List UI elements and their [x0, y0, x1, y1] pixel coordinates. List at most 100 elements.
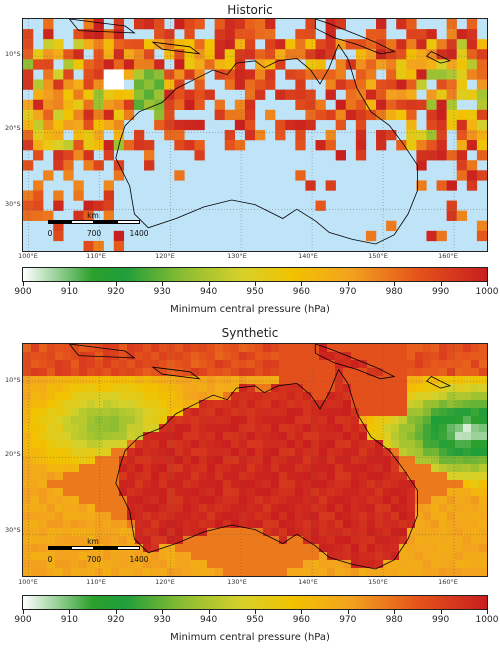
synthetic-cell	[63, 384, 72, 393]
historic-cell	[446, 109, 457, 121]
synthetic-cell	[271, 552, 280, 561]
synthetic-cell	[23, 480, 32, 489]
historic-cell	[184, 39, 195, 50]
synthetic-cell	[63, 528, 72, 537]
historic-cell	[376, 39, 387, 50]
synthetic-cell	[95, 488, 104, 497]
historic-cell	[426, 39, 437, 50]
synthetic-cell	[207, 496, 216, 505]
synthetic-cell	[471, 504, 480, 513]
synthetic-cell	[351, 352, 360, 361]
synthetic-cell	[231, 480, 240, 489]
synthetic-cell	[359, 344, 368, 353]
synthetic-cell	[231, 536, 240, 545]
synthetic-cell	[39, 464, 48, 473]
synthetic-cell	[463, 352, 472, 361]
synthetic-cell	[127, 400, 136, 409]
synthetic-cell	[23, 488, 32, 497]
colorbar-tick-label: 900	[14, 615, 32, 625]
synthetic-cell	[383, 384, 392, 393]
synthetic-cell	[415, 408, 424, 417]
historic-cell	[376, 29, 387, 40]
synthetic-cell	[55, 504, 64, 513]
historic-cell	[476, 129, 487, 141]
historic-cell	[133, 99, 145, 110]
synthetic-cell	[311, 368, 320, 377]
synthetic-cell	[207, 480, 216, 489]
synthetic-cell	[135, 560, 144, 569]
synthetic-cell	[471, 416, 480, 425]
synthetic-cell	[143, 552, 152, 561]
synthetic-cell	[31, 344, 40, 353]
synthetic-cell	[255, 560, 264, 569]
synthetic-lon-110e: 110°E	[86, 578, 106, 586]
synthetic-cell	[127, 352, 136, 361]
historic-cell	[83, 240, 94, 251]
synthetic-cell	[391, 400, 400, 409]
synthetic-cell	[399, 384, 408, 393]
historic-cell	[123, 59, 135, 70]
synthetic-cell	[439, 384, 448, 393]
synthetic-cell	[103, 568, 112, 576]
synthetic-cell	[359, 424, 368, 433]
synthetic-cell	[439, 552, 448, 561]
synthetic-cell	[47, 408, 56, 417]
historic-cell	[103, 89, 114, 100]
historic-cell	[456, 160, 468, 171]
synthetic-cell	[103, 504, 112, 513]
synthetic-cell	[119, 432, 128, 441]
synthetic-cell	[383, 448, 392, 457]
historic-cell	[43, 109, 54, 121]
synthetic-cell	[103, 472, 112, 481]
synthetic-cell	[335, 464, 344, 473]
synthetic-cell	[215, 560, 224, 569]
historic-cell	[345, 89, 357, 100]
synthetic-cell	[39, 432, 48, 441]
synthetic-cell	[223, 552, 232, 561]
synthetic-cell	[383, 392, 392, 401]
synthetic-cell	[191, 432, 200, 441]
synthetic-cell	[471, 368, 480, 377]
synthetic-cell	[167, 528, 176, 537]
synthetic-cell	[399, 504, 408, 513]
synthetic-cell	[423, 544, 432, 553]
colorbar-tickmark	[23, 282, 24, 286]
coastline	[426, 376, 452, 389]
historic-cell	[113, 19, 125, 30]
synthetic-cell	[399, 432, 408, 441]
historic-cell	[103, 210, 114, 221]
historic-cell	[63, 160, 74, 171]
historic-cell	[204, 89, 215, 100]
historic-cell	[275, 39, 286, 50]
synthetic-cell	[463, 552, 472, 561]
synthetic-cell	[39, 512, 48, 521]
historic-cell	[154, 39, 165, 50]
synthetic-cell	[119, 520, 128, 529]
synthetic-cell	[263, 360, 272, 369]
synthetic-cell	[87, 520, 96, 529]
historic-cell	[164, 79, 175, 90]
synthetic-cell	[63, 512, 72, 521]
synthetic-cell	[271, 536, 280, 545]
historic-cell	[315, 109, 326, 121]
historic-cell	[285, 69, 296, 80]
synthetic-cell	[207, 456, 216, 465]
historic-cell	[174, 119, 185, 131]
synthetic-cell	[247, 552, 256, 561]
synthetic-cell	[159, 464, 168, 473]
historic-cell	[154, 19, 165, 30]
historic-cell	[103, 119, 114, 131]
synthetic-cell	[63, 416, 72, 425]
synthetic-cell	[119, 448, 128, 457]
synthetic-cell	[343, 496, 352, 505]
synthetic-cell	[151, 520, 160, 529]
historic-cell	[426, 59, 437, 70]
historic-cell	[476, 170, 487, 181]
synthetic-cell	[199, 432, 208, 441]
synthetic-cell	[223, 416, 232, 425]
synthetic-cell	[295, 504, 304, 513]
synthetic-cell	[247, 488, 256, 497]
synthetic-cell	[375, 432, 384, 441]
synthetic-cell	[207, 344, 216, 353]
historic-cell	[426, 140, 437, 151]
